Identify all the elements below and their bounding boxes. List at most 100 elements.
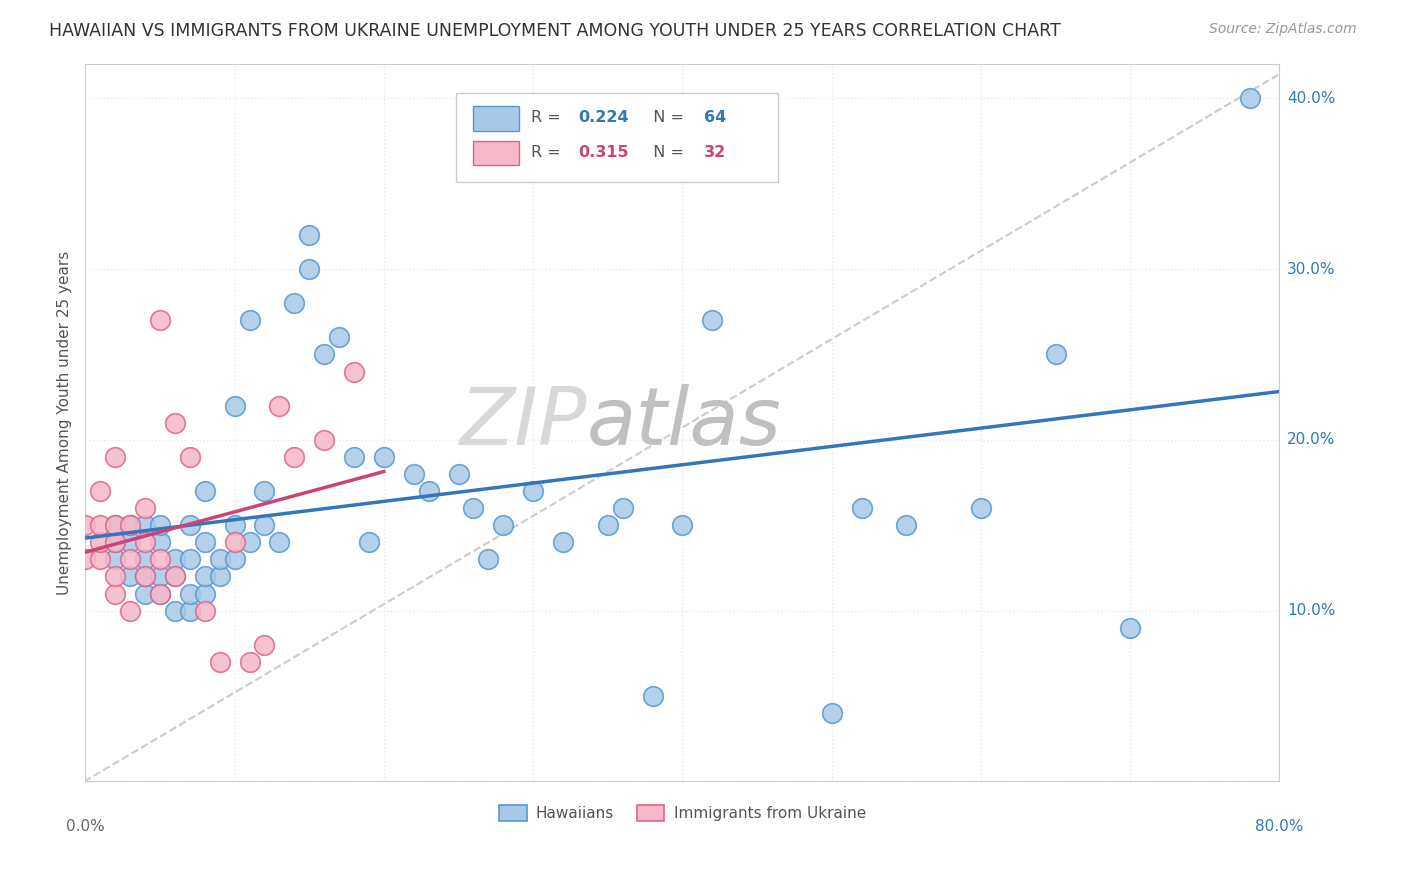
Point <box>402 467 425 481</box>
Point <box>596 518 619 533</box>
Point <box>238 535 260 549</box>
Text: 0.315: 0.315 <box>578 145 628 160</box>
Point <box>179 450 201 464</box>
Point <box>104 518 127 533</box>
Point <box>269 535 291 549</box>
Point <box>149 569 172 583</box>
Point <box>179 552 201 566</box>
FancyBboxPatch shape <box>474 106 519 131</box>
Point <box>134 518 156 533</box>
Point <box>194 484 217 499</box>
Point <box>447 467 470 481</box>
Point <box>522 484 544 499</box>
Point <box>253 518 276 533</box>
Point <box>163 416 186 430</box>
Point <box>134 569 156 583</box>
Point <box>120 604 142 618</box>
Point <box>208 552 231 566</box>
Point <box>104 450 127 464</box>
Text: 32: 32 <box>704 145 725 160</box>
Point <box>89 552 111 566</box>
Point <box>208 655 231 669</box>
Y-axis label: Unemployment Among Youth under 25 years: Unemployment Among Youth under 25 years <box>58 251 72 595</box>
Text: R =: R = <box>530 111 565 126</box>
Text: ZIP: ZIP <box>460 384 586 462</box>
Point <box>896 518 918 533</box>
Point <box>163 569 186 583</box>
Point <box>745 160 768 174</box>
Point <box>149 313 172 327</box>
Text: HAWAIIAN VS IMMIGRANTS FROM UKRAINE UNEMPLOYMENT AMONG YOUTH UNDER 25 YEARS CORR: HAWAIIAN VS IMMIGRANTS FROM UKRAINE UNEM… <box>49 22 1062 40</box>
Point <box>1045 347 1067 361</box>
Text: 0.224: 0.224 <box>578 111 628 126</box>
Point <box>343 450 366 464</box>
Point <box>149 586 172 600</box>
Point <box>357 535 380 549</box>
Point <box>149 552 172 566</box>
FancyBboxPatch shape <box>474 141 519 165</box>
Point <box>134 501 156 516</box>
Text: atlas: atlas <box>586 384 782 462</box>
Text: 40.0%: 40.0% <box>1286 91 1336 106</box>
Point <box>702 313 724 327</box>
Point <box>134 569 156 583</box>
Point <box>851 501 873 516</box>
Point <box>104 569 127 583</box>
Point <box>269 399 291 413</box>
Point <box>238 655 260 669</box>
Point <box>253 484 276 499</box>
Point <box>75 552 97 566</box>
Point <box>104 552 127 566</box>
Point <box>194 604 217 618</box>
Text: N =: N = <box>643 111 689 126</box>
Point <box>253 638 276 652</box>
Point <box>208 569 231 583</box>
Text: Source: ZipAtlas.com: Source: ZipAtlas.com <box>1209 22 1357 37</box>
Point <box>104 518 127 533</box>
Point <box>477 552 499 566</box>
Point <box>492 518 515 533</box>
Point <box>343 364 366 378</box>
Point <box>149 518 172 533</box>
Point <box>224 552 246 566</box>
Legend: Hawaiians, Immigrants from Ukraine: Hawaiians, Immigrants from Ukraine <box>494 799 872 828</box>
Point <box>179 518 201 533</box>
Point <box>163 569 186 583</box>
Text: R =: R = <box>530 145 565 160</box>
Text: 0.0%: 0.0% <box>66 819 105 834</box>
Point <box>120 518 142 533</box>
Point <box>283 450 305 464</box>
Point <box>75 518 97 533</box>
Point <box>298 227 321 242</box>
Point <box>89 484 111 499</box>
Point <box>120 552 142 566</box>
Point <box>224 399 246 413</box>
Point <box>104 586 127 600</box>
Text: 20.0%: 20.0% <box>1286 433 1336 447</box>
Point <box>163 552 186 566</box>
Point <box>120 535 142 549</box>
Point <box>179 604 201 618</box>
Point <box>224 535 246 549</box>
Point <box>463 501 485 516</box>
Point <box>612 501 634 516</box>
Point <box>120 518 142 533</box>
Point <box>328 330 350 344</box>
Point <box>120 569 142 583</box>
Point <box>970 501 993 516</box>
Point <box>238 313 260 327</box>
Point <box>1119 621 1142 635</box>
Point <box>104 535 127 549</box>
Text: 10.0%: 10.0% <box>1286 603 1336 618</box>
Point <box>194 586 217 600</box>
Point <box>89 535 111 549</box>
Text: 30.0%: 30.0% <box>1286 261 1336 277</box>
Point <box>134 586 156 600</box>
FancyBboxPatch shape <box>456 93 778 183</box>
Point <box>314 347 336 361</box>
Point <box>149 535 172 549</box>
Point <box>194 535 217 549</box>
Point <box>134 552 156 566</box>
Point <box>298 262 321 277</box>
Point <box>641 689 664 703</box>
